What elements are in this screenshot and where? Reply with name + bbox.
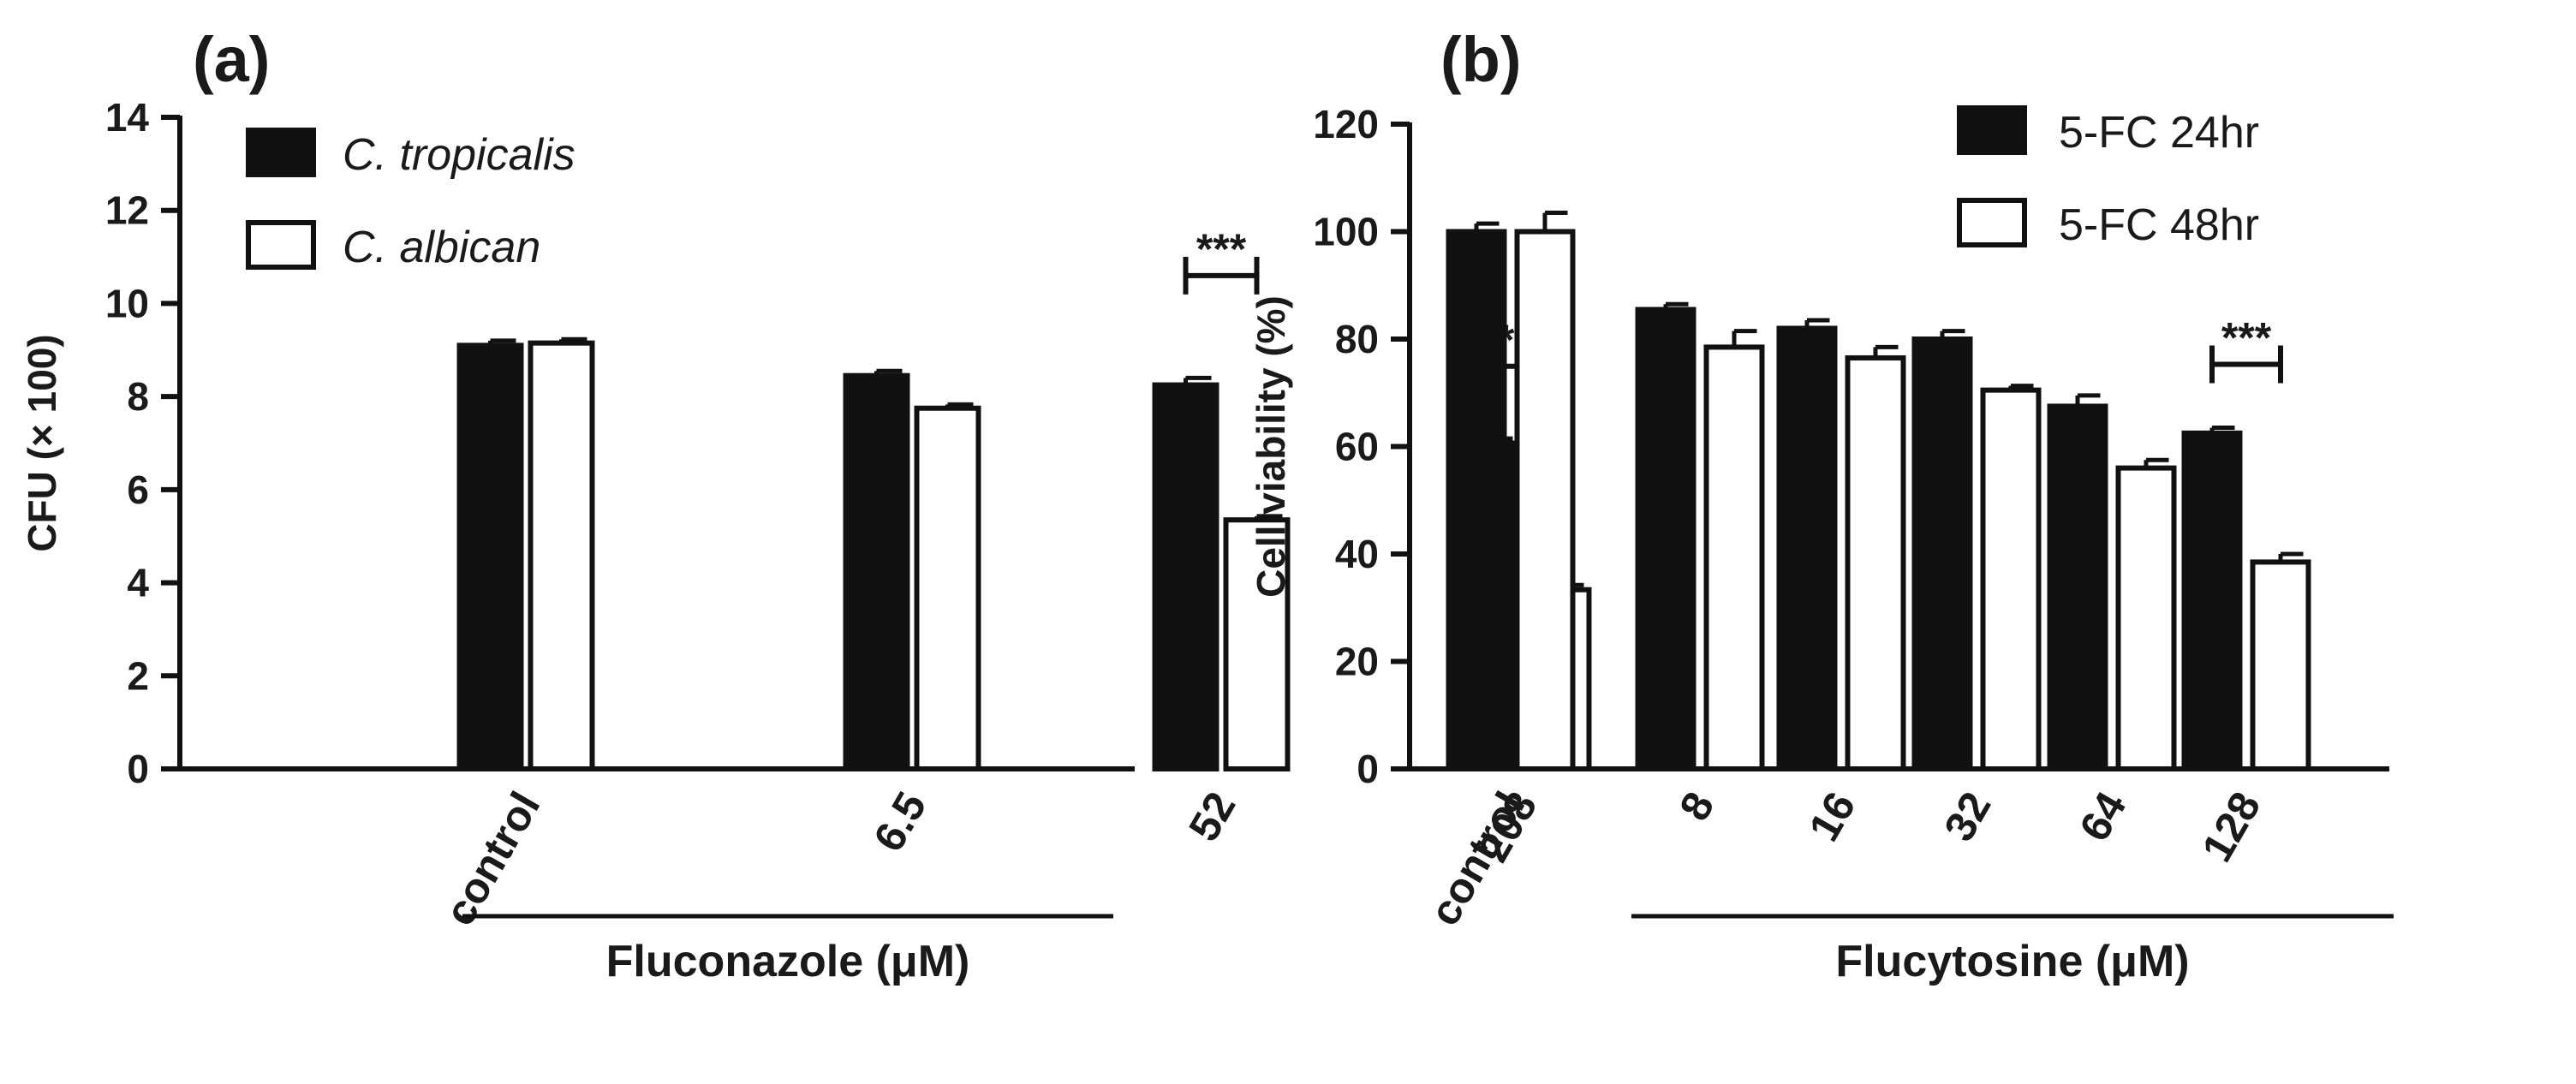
- x-tick-label: 52: [1179, 784, 1244, 849]
- legend-swatch: [246, 128, 316, 177]
- panel-label: (a): [193, 24, 270, 95]
- y-tick-label: 14: [105, 95, 150, 140]
- bar-series1: [1635, 307, 1696, 771]
- x-axis-title: Fluconazole (μM): [606, 937, 970, 986]
- y-tick-label: 0: [127, 747, 149, 791]
- y-tick-label: 100: [1313, 210, 1379, 254]
- y-axis-title: CFU (× 100): [20, 334, 64, 551]
- panel-b: (b) 0 20 40 60 80 100 120 Cell viability (%) cont…: [1249, 24, 2394, 986]
- y-tick-label: 60: [1335, 425, 1379, 469]
- bar-series2: [1703, 344, 1765, 771]
- y-tick-label: 40: [1335, 532, 1379, 576]
- y-axis-title: Cell viability (%): [1249, 295, 1293, 598]
- y-tick-label: 4: [127, 561, 149, 605]
- bar-series1: [456, 342, 524, 771]
- significance-label: ***: [2221, 313, 2272, 361]
- legend-swatch: [246, 220, 316, 270]
- x-tick-label: 16: [1799, 784, 1864, 849]
- y-tick-label: 6: [127, 468, 149, 512]
- bar-series1: [1152, 382, 1219, 771]
- bar-series1: [2047, 403, 2108, 771]
- bar-series1: [843, 372, 910, 771]
- y-tick-label: 2: [127, 653, 149, 698]
- y-tick-label: 10: [105, 281, 149, 325]
- y-tick-label: 0: [1357, 747, 1379, 791]
- bar-series1: [1776, 325, 1838, 771]
- bar-series2: [1845, 354, 1906, 771]
- bar-series2: [528, 340, 595, 771]
- x-tick-label: 32: [1935, 784, 2000, 849]
- y-tick-label: 20: [1335, 640, 1379, 684]
- bar-series2: [914, 405, 981, 771]
- y-tick-label: 8: [127, 374, 149, 419]
- legend-label: 5-FC 48hr: [2059, 200, 2259, 250]
- x-tick-label: 6.5: [864, 784, 935, 860]
- x-axis-title: Flucytosine (μM): [1835, 937, 2189, 986]
- y-tick-label: 12: [105, 188, 149, 233]
- y-tick-label: 80: [1335, 317, 1379, 361]
- bar-series1: [2181, 430, 2243, 771]
- legend-swatch: [1957, 198, 2027, 247]
- x-tick-label: 64: [2070, 783, 2135, 849]
- bar-series2: [1514, 229, 1576, 771]
- bar-series2: [2250, 559, 2311, 771]
- panel-a: (a) 0 2 4 6 8 10 12 14 CFU (× 100) control 6.5 52 20 8…: [20, 24, 1592, 986]
- x-tick-label: control: [435, 784, 549, 934]
- bar-series1: [1911, 337, 1973, 771]
- legend-label: C. tropicalis: [343, 130, 575, 180]
- legend-label: C. albican: [343, 223, 540, 272]
- panel-label: (b): [1440, 24, 1522, 95]
- x-tick-label: control: [1420, 784, 1534, 934]
- y-tick-label: 120: [1313, 102, 1379, 146]
- x-tick-label: 8: [1670, 784, 1723, 829]
- legend-swatch: [1957, 105, 2027, 155]
- significance-label: ***: [1196, 225, 1247, 273]
- bar-series2: [2115, 465, 2177, 771]
- bar-series1: [1446, 229, 1507, 771]
- bar-series2: [1980, 387, 2042, 771]
- bar-series2: [1223, 517, 1291, 771]
- legend-label: 5-FC 24hr: [2059, 108, 2259, 158]
- x-tick-label: 128: [2192, 784, 2269, 870]
